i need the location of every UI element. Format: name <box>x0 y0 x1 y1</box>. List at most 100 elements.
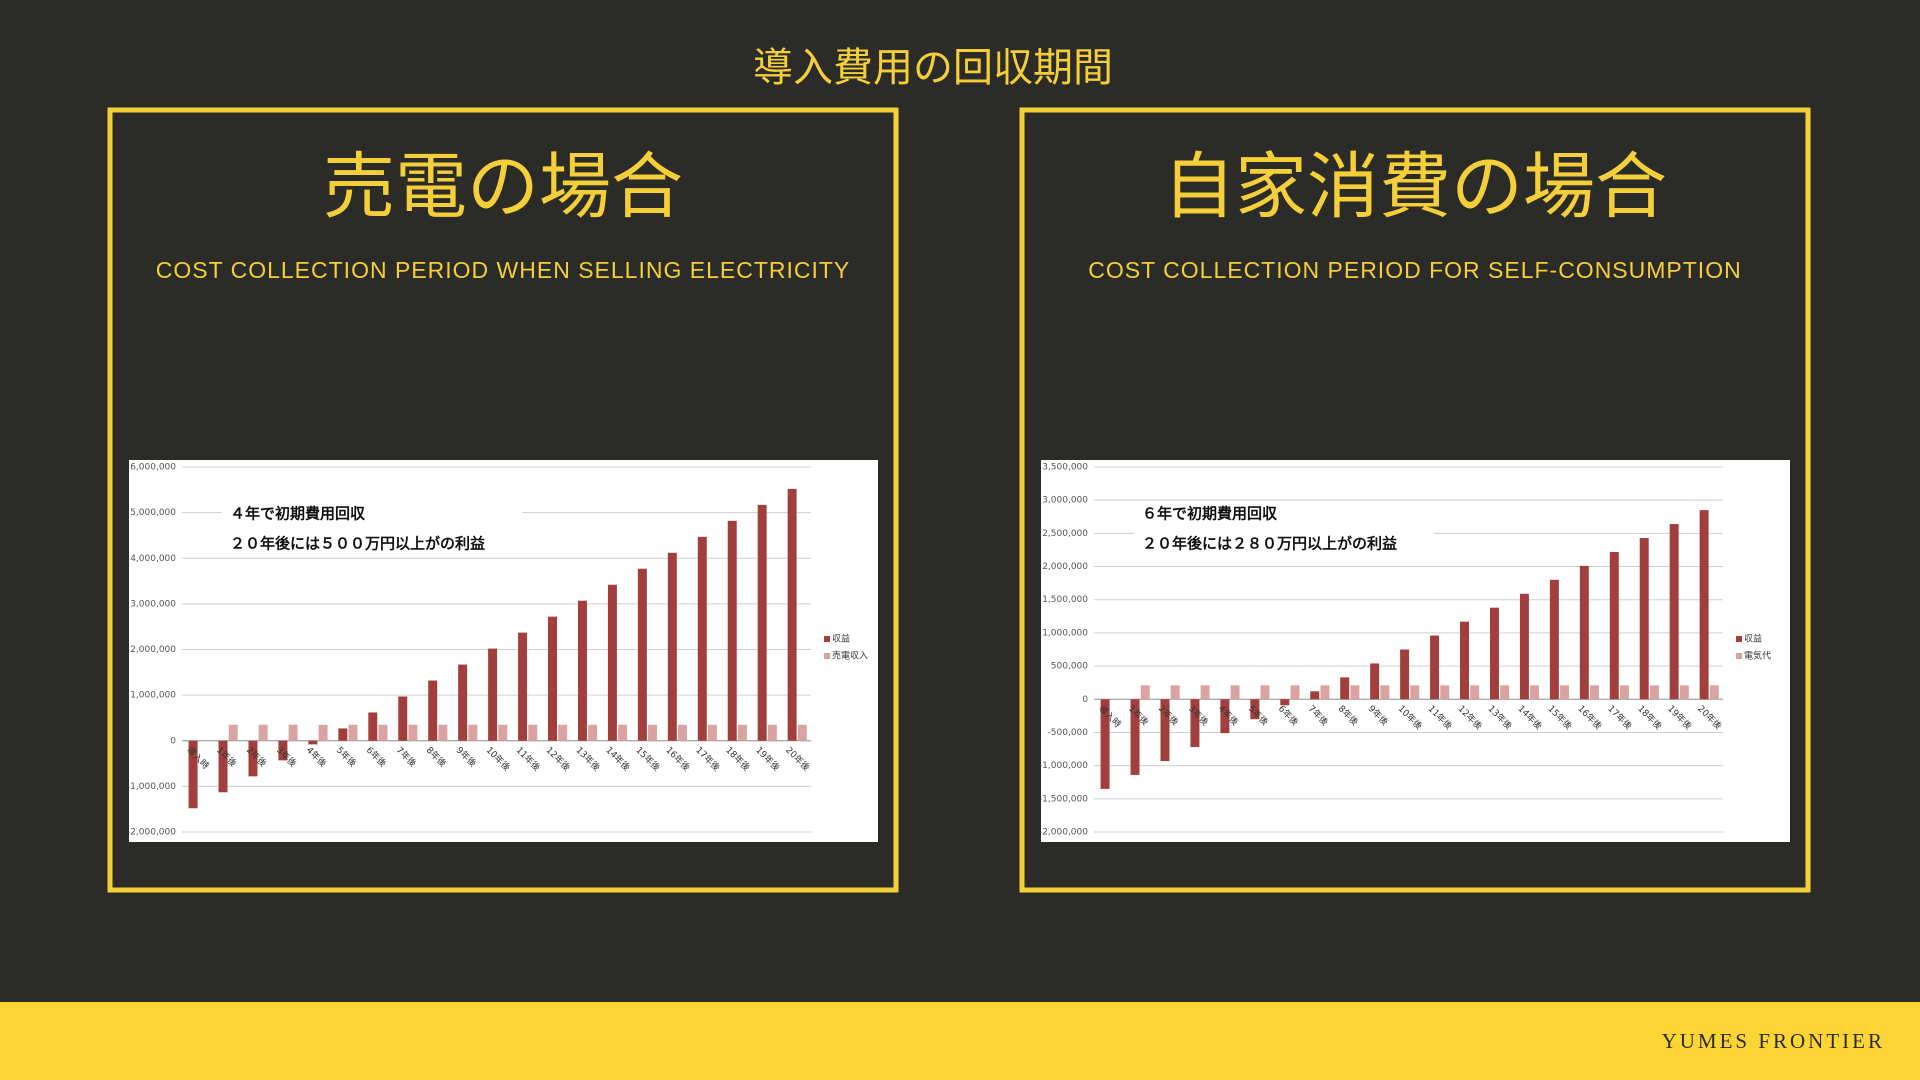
panel-frame <box>107 107 899 893</box>
bar <box>707 724 717 741</box>
bar <box>1639 538 1649 700</box>
y-tick-label: -1,500,000 <box>1039 794 1088 804</box>
bar <box>1380 685 1390 700</box>
bar <box>697 536 707 741</box>
bar <box>637 568 647 741</box>
slide-title: 導入費用の回収期間 <box>753 45 1113 91</box>
bar <box>468 724 478 741</box>
y-tick-label: 1,000,000 <box>1042 628 1088 638</box>
legend-swatch <box>1736 636 1742 642</box>
bar <box>188 740 198 809</box>
bar <box>1709 685 1719 700</box>
bar <box>1280 699 1290 706</box>
bar <box>1430 635 1440 700</box>
bar <box>618 724 628 741</box>
legend-label: 収益 <box>1744 633 1762 645</box>
y-tick-label: 500,000 <box>1051 662 1088 672</box>
bar <box>248 740 258 777</box>
bar <box>368 712 378 741</box>
y-tick-label: 5,000,000 <box>130 508 176 518</box>
y-tick-label: 1,500,000 <box>1042 595 1088 605</box>
bar <box>1699 510 1709 700</box>
bar <box>1679 685 1689 700</box>
panel-heading: 自家消費の場合 <box>1163 145 1667 229</box>
bar <box>1370 663 1380 700</box>
y-tick-label: 4,000,000 <box>130 554 176 564</box>
y-tick-label: 2,500,000 <box>1042 529 1088 539</box>
bar <box>797 724 807 741</box>
bar <box>218 740 228 793</box>
bar <box>1220 699 1230 734</box>
bar <box>438 724 448 741</box>
y-tick-label: 0 <box>170 736 176 746</box>
bar <box>558 724 568 741</box>
bar <box>1310 691 1320 700</box>
bar <box>258 724 268 741</box>
annotation-backdrop <box>222 501 522 527</box>
annotation: ６年で初期費用回収 <box>1142 505 1278 523</box>
bar <box>1500 685 1510 700</box>
bar <box>1190 699 1200 748</box>
bar <box>1130 699 1140 775</box>
bar <box>1440 685 1450 700</box>
annotation: ２０年後には５００万円以上がの利益 <box>230 535 485 553</box>
bar <box>588 724 598 741</box>
bar <box>1460 621 1470 700</box>
legend-swatch <box>824 653 830 659</box>
bar <box>1579 565 1589 700</box>
bar <box>228 724 238 741</box>
bar <box>1320 685 1330 700</box>
bar <box>1549 579 1559 700</box>
annotation-backdrop <box>1134 501 1434 527</box>
bar <box>348 724 358 741</box>
bar <box>607 584 617 741</box>
bar <box>428 680 438 741</box>
bar <box>1230 685 1240 700</box>
annotation-backdrop <box>1134 531 1434 557</box>
annotation: ４年で初期費用回収 <box>230 505 366 523</box>
bar <box>548 616 558 741</box>
bar <box>757 504 767 741</box>
y-tick-label: 3,000,000 <box>130 599 176 609</box>
bar <box>667 552 677 741</box>
bar <box>1619 685 1629 700</box>
bar <box>1100 699 1110 789</box>
bar <box>288 724 298 741</box>
bar <box>1519 593 1529 700</box>
bar <box>1470 685 1480 700</box>
bar <box>648 724 658 741</box>
bar <box>1290 685 1300 700</box>
bar <box>577 600 587 741</box>
y-tick-label: -2,000,000 <box>1039 828 1088 838</box>
bar <box>518 632 528 741</box>
y-tick-label: -500,000 <box>1048 728 1089 738</box>
bar <box>278 740 288 761</box>
bar <box>1669 524 1679 700</box>
panel-heading: 売電の場合 <box>323 145 683 229</box>
y-tick-label: 0 <box>1082 695 1088 705</box>
legend-label: 電気代 <box>1744 650 1771 662</box>
bar <box>1140 685 1150 700</box>
bar <box>1530 685 1540 700</box>
legend-label: 収益 <box>832 633 850 645</box>
legend-label: 売電収入 <box>832 650 868 662</box>
y-tick-label: -1,000,000 <box>127 782 176 792</box>
bar <box>1260 685 1270 700</box>
bar <box>528 724 538 741</box>
bar <box>1649 685 1659 700</box>
bar <box>787 488 797 741</box>
annotation: ２０年後には２８０万円以上がの利益 <box>1142 535 1397 553</box>
bar <box>308 740 318 745</box>
bar <box>1170 685 1180 700</box>
bar <box>488 648 498 741</box>
bar <box>1609 551 1619 700</box>
bar <box>1489 607 1499 700</box>
footer-brand: YUMES FRONTIER <box>1662 1029 1885 1053</box>
panel-subtitle: COST COLLECTION PERIOD FOR SELF-CONSUMPT… <box>1088 257 1741 283</box>
bar <box>767 724 777 741</box>
bar <box>1590 685 1599 700</box>
bar <box>1200 685 1210 700</box>
bar <box>378 724 388 741</box>
bar <box>318 724 328 741</box>
